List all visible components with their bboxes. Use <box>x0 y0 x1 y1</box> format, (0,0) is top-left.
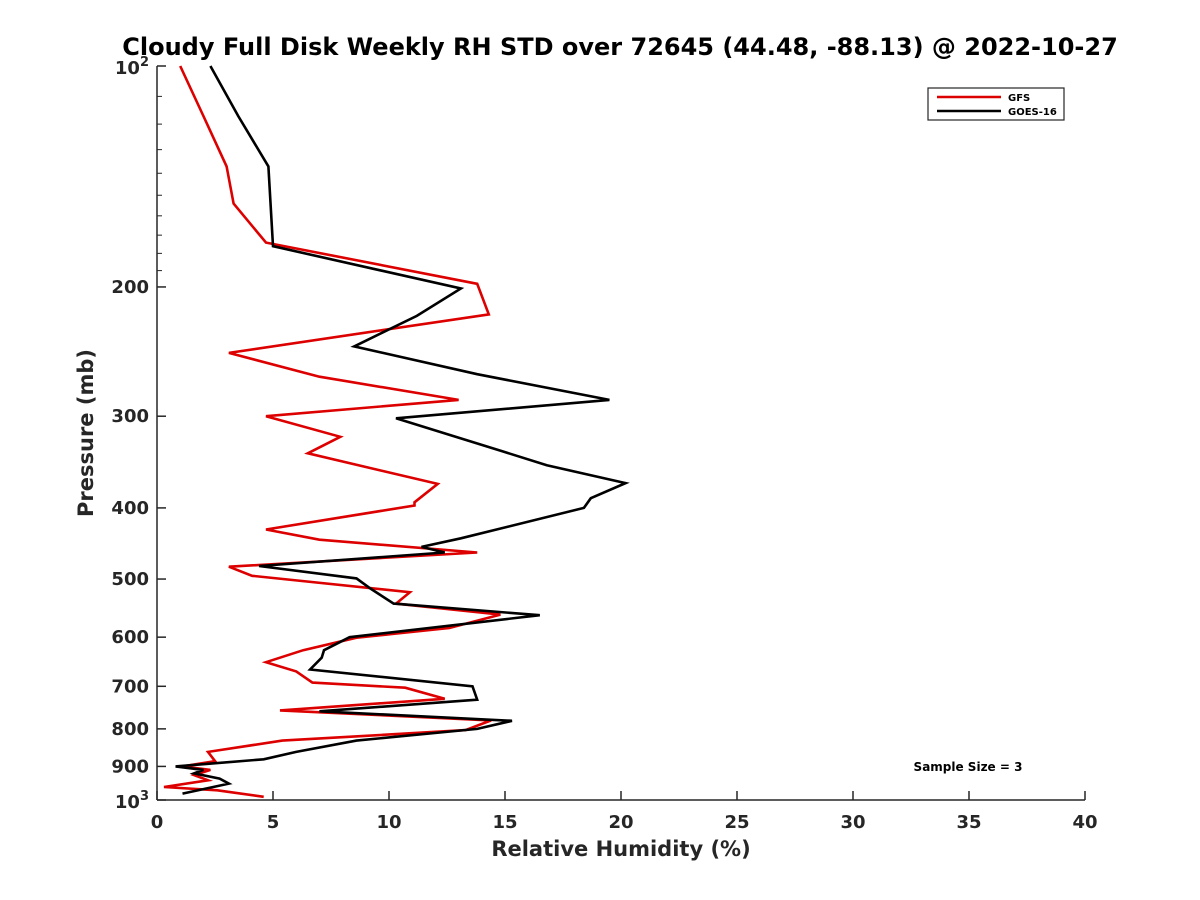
y-tick-label: 103 <box>115 789 149 813</box>
legend-entry-label: GOES-16 <box>1008 107 1057 118</box>
y-axis-label: Pressure (mb) <box>74 349 98 517</box>
x-tick-label: 30 <box>840 812 865 833</box>
y-ticks: 200 300 400 500 600 700 800 900 102 103 <box>111 55 166 813</box>
y-tick-label: 102 <box>115 55 149 79</box>
x-tick-label: 40 <box>1072 812 1097 833</box>
x-tick-label: 15 <box>492 812 517 833</box>
x-tick-label: 0 <box>151 812 164 833</box>
y-tick-label: 800 <box>111 719 149 740</box>
x-axis-label: Relative Humidity (%) <box>491 837 750 861</box>
series-layer <box>163 65 630 799</box>
y-tick-label: 600 <box>111 627 149 648</box>
x-tick-label: 10 <box>376 812 401 833</box>
x-tick-label: 35 <box>956 812 981 833</box>
y-tick-label: 400 <box>111 498 149 519</box>
y-tick-label: 500 <box>111 569 149 590</box>
series-line-goes-16 <box>175 65 630 795</box>
y-tick-label: 700 <box>111 676 149 697</box>
legend-box <box>927 87 1065 121</box>
y-tick-label: 200 <box>111 277 149 298</box>
plot-area <box>157 66 1085 800</box>
x-tick-label: 20 <box>608 812 633 833</box>
y-tick-label: 900 <box>111 756 149 777</box>
x-ticks: 0 5 10 15 20 25 30 35 40 <box>151 791 1098 833</box>
x-tick-label: 5 <box>267 812 280 833</box>
chart-title: Cloudy Full Disk Weekly RH STD over 7264… <box>122 33 1118 61</box>
legend-entry-label: GFS <box>1008 93 1030 104</box>
x-tick-label: 25 <box>724 812 749 833</box>
sample-size-annotation: Sample Size = 3 <box>914 760 1023 774</box>
y-tick-label: 300 <box>111 406 149 427</box>
legend: GFS GOES-16 <box>927 87 1065 121</box>
